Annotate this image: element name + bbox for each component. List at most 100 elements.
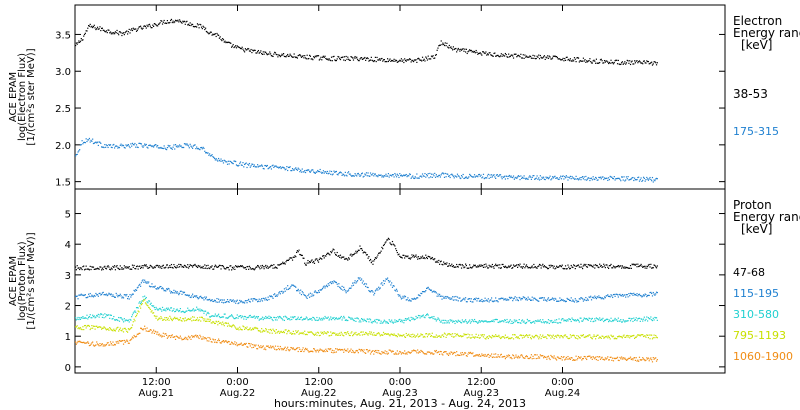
data-point: [161, 288, 163, 290]
data-point: [277, 294, 279, 296]
data-point: [525, 321, 528, 324]
data-point: [379, 252, 381, 254]
data-point: [572, 334, 574, 336]
data-point: [518, 296, 520, 299]
data-point: [201, 267, 203, 269]
data-point: [325, 348, 327, 350]
data-point: [139, 26, 141, 28]
data-point: [500, 267, 502, 269]
data-point: [435, 261, 437, 263]
data-point: [465, 355, 468, 357]
data-point: [542, 319, 544, 321]
data-point: [594, 318, 596, 320]
data-point: [538, 297, 541, 299]
data-point: [119, 317, 121, 319]
data-point: [383, 59, 385, 61]
data-point: [447, 296, 449, 298]
data-point: [217, 324, 219, 326]
data-point: [503, 321, 505, 323]
data-point: [419, 257, 421, 260]
data-point: [272, 164, 274, 166]
data-point: [86, 342, 88, 344]
data-point: [393, 285, 395, 287]
data-point: [521, 298, 524, 300]
data-point: [130, 319, 132, 321]
data-point: [486, 177, 488, 179]
data-point: [135, 289, 138, 291]
data-point: [452, 174, 454, 176]
data-point: [143, 281, 145, 283]
data-point: [262, 51, 264, 53]
data-point: [552, 334, 554, 336]
data-point: [495, 264, 498, 267]
data-point: [81, 39, 83, 41]
data-point: [140, 285, 142, 287]
data-point: [384, 175, 386, 177]
data-point: [118, 147, 121, 149]
data-point: [634, 337, 636, 340]
data-point: [595, 176, 597, 179]
data-point: [179, 144, 181, 146]
data-point: [226, 341, 228, 343]
data-point: [269, 51, 271, 53]
data-point: [615, 293, 617, 295]
data-point: [442, 172, 444, 174]
data-point: [164, 22, 166, 24]
data-point: [192, 309, 194, 311]
data-point: [169, 335, 171, 337]
data-point: [586, 299, 588, 302]
data-point: [434, 336, 436, 338]
data-point: [167, 267, 169, 269]
data-point: [296, 290, 298, 292]
data-point: [505, 337, 507, 339]
data-point: [258, 266, 260, 268]
data-point: [603, 62, 605, 64]
data-point: [312, 261, 314, 264]
data-point: [289, 319, 291, 321]
data-point: [541, 321, 543, 324]
data-point: [330, 251, 332, 253]
data-point: [633, 317, 635, 319]
data-point: [122, 268, 124, 270]
data-point: [348, 289, 350, 291]
data-point: [356, 250, 359, 253]
data-point: [258, 165, 260, 167]
data-point: [521, 334, 523, 337]
data-point: [529, 55, 531, 57]
data-point: [151, 305, 153, 307]
data-point: [599, 317, 601, 319]
data-point: [205, 310, 207, 312]
data-point: [253, 164, 255, 166]
data-point: [188, 24, 190, 27]
data-point: [582, 334, 585, 336]
data-point: [636, 60, 638, 62]
data-point: [513, 53, 515, 55]
data-point: [637, 62, 639, 64]
data-point: [138, 26, 140, 28]
data-point: [493, 174, 495, 176]
data-point: [505, 53, 507, 56]
data-point: [139, 305, 141, 307]
data-point: [231, 315, 234, 317]
data-point: [75, 42, 78, 44]
data-point: [176, 308, 178, 310]
data-point: [371, 174, 373, 176]
data-point: [96, 326, 99, 329]
data-point: [157, 23, 160, 25]
data-point: [471, 267, 473, 269]
data-point: [537, 265, 539, 268]
data-point: [557, 322, 559, 324]
data-point: [508, 299, 510, 301]
data-point: [152, 305, 154, 307]
data-point: [651, 176, 654, 179]
data-point: [192, 25, 195, 28]
data-point: [495, 263, 497, 265]
data-point: [383, 352, 385, 354]
data-point: [565, 268, 567, 270]
data-point: [476, 336, 478, 338]
data-point: [105, 268, 108, 270]
data-point: [424, 60, 426, 62]
data-point: [128, 145, 130, 147]
data-point: [190, 264, 192, 267]
data-point: [155, 288, 157, 290]
